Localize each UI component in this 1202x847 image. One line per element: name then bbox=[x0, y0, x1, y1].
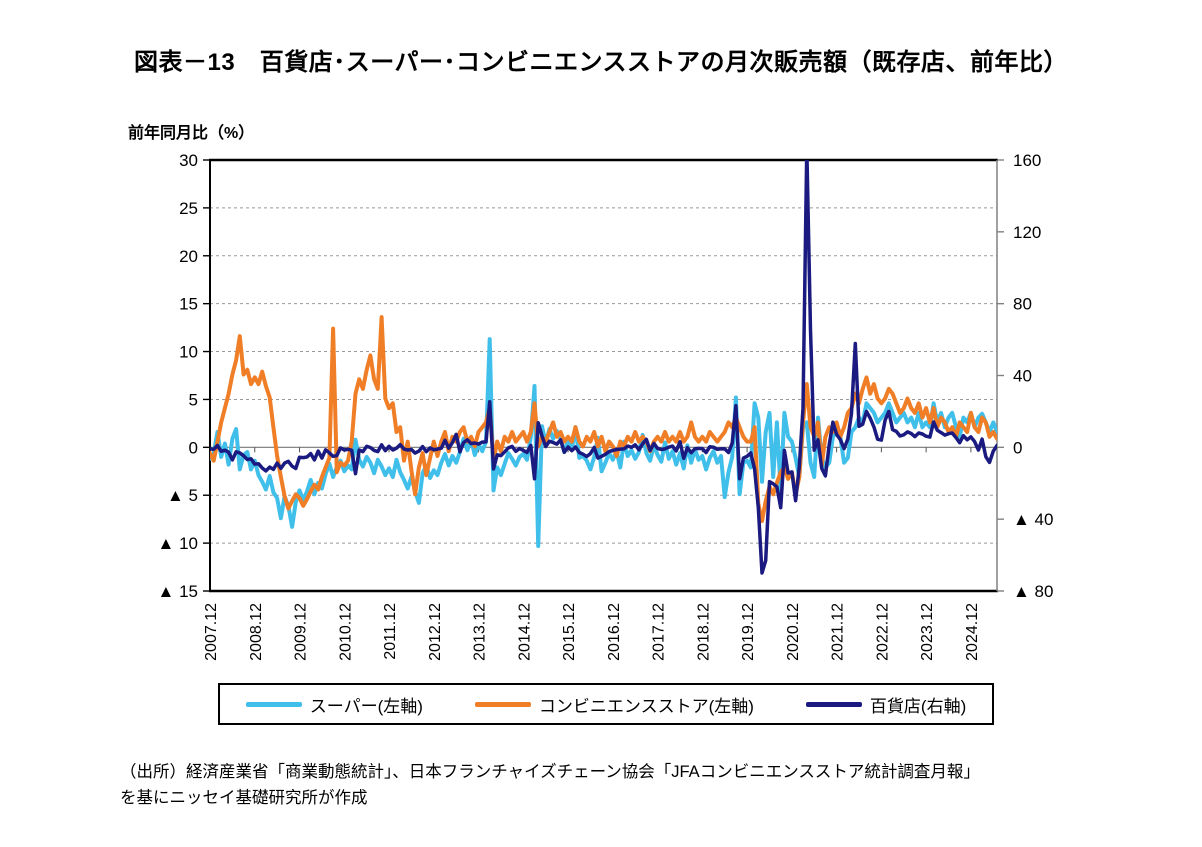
left-axis-tick-label: 25 bbox=[179, 199, 198, 218]
x-axis-tick-label: 2020.12 bbox=[785, 603, 802, 661]
legend-label-convenience: コンビニエンスストア(左軸) bbox=[538, 696, 754, 716]
source-note-line2: を基にニッセイ基礎研究所が作成 bbox=[120, 788, 368, 807]
left-axis: 30 25 20 15 10 5 0 ▲ 5 ▲ 10 ▲ 15 bbox=[158, 151, 210, 601]
series-line-convenience bbox=[210, 315, 997, 524]
source-note: （出所）経済産業省「商業動態統計」、日本フランチャイズチェーン協会「JFAコンビ… bbox=[120, 760, 1110, 811]
source-note-line1: （出所）経済産業省「商業動態統計」、日本フランチャイズチェーン協会「JFAコンビ… bbox=[120, 763, 980, 781]
x-axis-tick-label: 2024.12 bbox=[964, 603, 981, 661]
x-axis-tick-label: 2019.12 bbox=[740, 603, 757, 661]
x-axis-tick-label: 2008.12 bbox=[248, 603, 265, 661]
x-axis-tick-label: 2018.12 bbox=[695, 603, 712, 661]
x-axis-tick-label: 2011.12 bbox=[382, 603, 399, 660]
right-axis-tick-label: ▲ 40 bbox=[1013, 510, 1053, 529]
right-axis-tick-label: 80 bbox=[1013, 295, 1032, 314]
x-axis-tick-label: 2015.12 bbox=[561, 603, 578, 661]
x-axis-labels: 2007.12 2008.12 2009.12 2010.12 2011.12 2012.… bbox=[203, 603, 981, 661]
left-axis-tick-label: ▲ 15 bbox=[158, 582, 198, 601]
department-line-swatch-icon bbox=[805, 701, 862, 707]
y-axis-unit-label: 前年同月比（%） bbox=[128, 125, 255, 142]
series-lines bbox=[210, 160, 997, 575]
x-axis-tick-label: 2017.12 bbox=[651, 603, 668, 661]
left-axis-tick-label: ▲ 5 bbox=[167, 486, 198, 505]
plot-frame bbox=[209, 158, 998, 593]
x-axis-tick-label: 2023.12 bbox=[919, 603, 936, 661]
super-line-swatch-icon bbox=[245, 701, 302, 707]
series-line-department bbox=[210, 160, 997, 575]
legend-label-super: スーパー(左軸) bbox=[309, 696, 423, 716]
right-axis-tick-label: 160 bbox=[1013, 151, 1041, 170]
left-axis-tick-label: 30 bbox=[179, 151, 198, 170]
x-axis-tick-label: 2007.12 bbox=[203, 603, 220, 661]
x-axis-tick-label: 2022.12 bbox=[874, 603, 891, 661]
legend-item-super: スーパー(左軸) bbox=[245, 692, 423, 717]
x-axis-tick-label: 2016.12 bbox=[606, 603, 623, 661]
chart-legend: スーパー(左軸) コンビニエンスストア(左軸) 百貨店(右軸) bbox=[218, 683, 994, 725]
x-axis-tick-label: 2010.12 bbox=[337, 603, 354, 661]
left-axis-tick-label: 15 bbox=[179, 295, 198, 314]
chart-title: 図表－13 百貨店･スーパー･コンビニエンスストアの月次販売額（既存店、前年比） bbox=[134, 49, 1068, 76]
right-axis-tick-label: 120 bbox=[1013, 223, 1041, 242]
gridlines bbox=[210, 207, 997, 544]
line-chart-plot: 30 25 20 15 10 5 0 ▲ 5 ▲ 10 ▲ 15 160 120 80 40 0 ▲ 40 ▲ … bbox=[158, 151, 1054, 661]
right-axis-tick-label: 40 bbox=[1013, 367, 1032, 386]
x-axis-tick-label: 2009.12 bbox=[293, 603, 310, 661]
legend-item-convenience: コンビニエンスストア(左軸) bbox=[474, 692, 754, 717]
left-axis-tick-label: 0 bbox=[189, 438, 198, 457]
convenience-line-swatch-icon bbox=[474, 701, 531, 707]
x-axis-tick-label: 2021.12 bbox=[830, 603, 847, 661]
x-axis-tick-label: 2013.12 bbox=[472, 603, 489, 661]
left-axis-tick-label: 10 bbox=[179, 343, 198, 362]
right-axis-tick-label: ▲ 80 bbox=[1013, 582, 1053, 601]
right-axis-tick-label: 0 bbox=[1013, 438, 1022, 457]
right-axis: 160 120 80 40 0 ▲ 40 ▲ 80 bbox=[997, 151, 1053, 601]
x-axis-tick-label: 2014.12 bbox=[516, 603, 533, 661]
legend-label-department: 百貨店(右軸) bbox=[869, 696, 967, 716]
legend-item-department: 百貨店(右軸) bbox=[805, 692, 967, 717]
left-axis-tick-label: 20 bbox=[179, 247, 198, 266]
left-axis-tick-label: 5 bbox=[189, 390, 198, 409]
left-axis-tick-label: ▲ 10 bbox=[158, 534, 198, 553]
x-axis-tick-label: 2012.12 bbox=[427, 603, 444, 661]
